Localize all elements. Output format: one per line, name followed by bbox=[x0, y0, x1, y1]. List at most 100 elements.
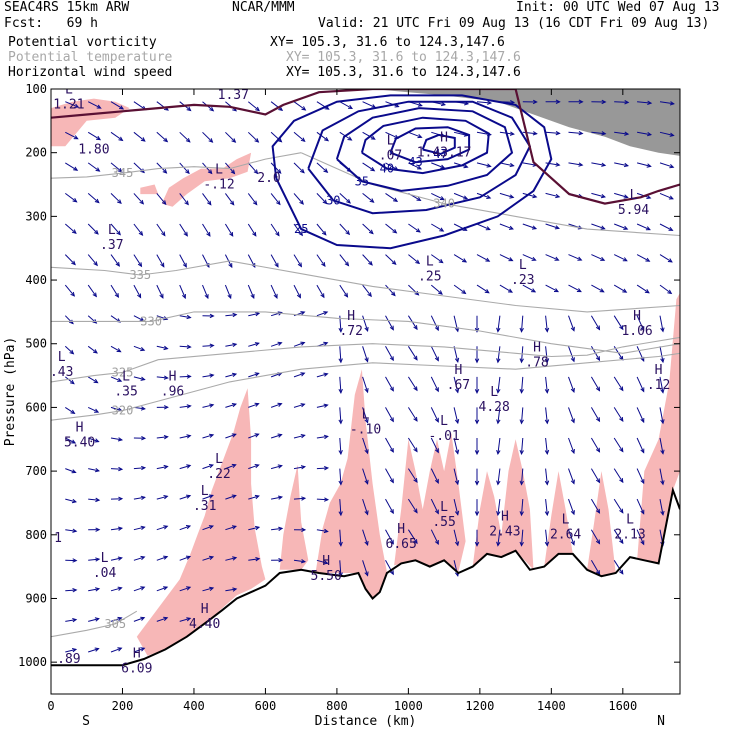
wind-arrow-head bbox=[322, 199, 328, 205]
wind-arrow-22 bbox=[87, 193, 100, 204]
wind-arrow-shaft bbox=[316, 131, 329, 142]
wind-arrow-shaft bbox=[339, 560, 342, 577]
wind-arrow-317 bbox=[474, 499, 480, 517]
terrain-line bbox=[51, 486, 680, 667]
wind-arrow-shaft bbox=[453, 468, 459, 485]
wind-arrow-head bbox=[139, 199, 145, 205]
wind-arrow-head bbox=[254, 342, 260, 347]
wind-arrow-shaft bbox=[497, 499, 501, 516]
wind-arrow-shaft bbox=[179, 315, 191, 319]
wind-arrow-shaft bbox=[133, 131, 146, 142]
x-tick-label-1000: 1000 bbox=[394, 699, 423, 713]
wind-arrow-shaft bbox=[636, 468, 645, 484]
wind-arrow-146 bbox=[247, 101, 260, 112]
wind-arrow-head bbox=[519, 511, 524, 517]
wind-arrow-head bbox=[228, 263, 233, 269]
wind-arrow-shaft bbox=[659, 101, 674, 105]
wind-arrow-head bbox=[297, 262, 303, 268]
wind-arrow-shaft bbox=[453, 346, 459, 363]
wind-arrow-270 bbox=[407, 468, 418, 483]
wind-arrow-373 bbox=[568, 376, 575, 393]
wind-arrow-shaft bbox=[88, 437, 99, 443]
init-time: Init: 00 UTC Wed 07 Aug 13 bbox=[516, 0, 720, 15]
wind-arrow-370 bbox=[568, 284, 582, 293]
wind-arrow-196 bbox=[316, 162, 329, 173]
wind-arrow-head bbox=[186, 374, 192, 379]
wind-arrow-head bbox=[555, 162, 561, 167]
wind-arrow-113 bbox=[202, 131, 214, 143]
wind-arrow-head bbox=[118, 496, 124, 502]
wind-arrow-head bbox=[231, 494, 237, 499]
wind-arrow-shaft bbox=[453, 192, 468, 200]
wind-arrow-shaft bbox=[156, 131, 168, 142]
wind-arrow-120 bbox=[202, 343, 215, 348]
wind-arrow-head bbox=[509, 194, 515, 199]
wind-arrow-head bbox=[640, 509, 645, 515]
wind-arrow-219 bbox=[338, 376, 343, 394]
wind-arrow-108 bbox=[179, 525, 192, 531]
field-theta-xy: XY= 105.3, 31.6 to 124.3,147.6 bbox=[286, 50, 521, 65]
theta-label-320: 320 bbox=[112, 404, 134, 418]
wind-arrow-head bbox=[413, 325, 418, 331]
wind-arrow-shaft bbox=[248, 372, 259, 378]
wind-arrow-head bbox=[181, 293, 186, 300]
wind-arrow-head bbox=[117, 586, 123, 591]
wind-arrow-shaft bbox=[133, 223, 143, 236]
wind-arrow-shaft bbox=[316, 284, 325, 298]
pv-region-7 bbox=[472, 439, 534, 570]
wind-arrow-295 bbox=[453, 315, 460, 333]
wind-arrow-head bbox=[70, 291, 76, 297]
wind-arrow-head bbox=[519, 480, 524, 486]
wind-arrow-215 bbox=[339, 254, 350, 267]
wind-arrow-shaft bbox=[613, 407, 624, 422]
wind-arrow-shaft bbox=[156, 376, 168, 379]
wind-arrow-shaft bbox=[270, 131, 282, 143]
pv-region-3 bbox=[136, 388, 266, 656]
wind-arrow-shaft bbox=[339, 499, 342, 516]
wind-arrow-head bbox=[94, 617, 100, 622]
wind-arrow-shaft bbox=[453, 131, 468, 136]
wind-arrow-shaft bbox=[65, 619, 77, 622]
wind-arrow-401 bbox=[613, 284, 628, 293]
wind-arrow-395 bbox=[614, 100, 630, 105]
wind-arrow-head bbox=[578, 130, 584, 136]
wind-arrow-391 bbox=[590, 468, 601, 484]
wind-arrow-shaft bbox=[110, 406, 122, 412]
extremum-mark-13: L bbox=[58, 350, 66, 365]
wind-arrow-291 bbox=[453, 192, 469, 200]
wind-arrow-438 bbox=[659, 468, 665, 486]
wind-arrow-head bbox=[184, 200, 189, 206]
wind-arrow-head bbox=[323, 403, 329, 408]
wind-arrow-178 bbox=[293, 101, 307, 111]
wind-arrow-shaft bbox=[636, 376, 645, 392]
wind-arrow-101 bbox=[179, 314, 192, 320]
wind-arrow-head bbox=[93, 378, 99, 384]
wind-arrow-head bbox=[413, 447, 418, 453]
theta-label-335: 335 bbox=[129, 268, 151, 282]
wind-arrow-shaft bbox=[521, 437, 524, 454]
wind-arrow-head bbox=[338, 419, 343, 425]
wind-arrow-head bbox=[496, 419, 501, 425]
wind-arrow-318 bbox=[474, 529, 480, 547]
wind-arrow-shaft bbox=[385, 437, 394, 453]
wind-arrow-shaft bbox=[545, 346, 548, 363]
wind-arrow-shaft bbox=[590, 315, 600, 330]
wind-arrow-96 bbox=[179, 162, 190, 175]
wind-arrow-head bbox=[209, 586, 215, 591]
wind-arrow-head bbox=[159, 293, 164, 299]
wind-arrow-shaft bbox=[453, 529, 459, 546]
wind-arrow-35 bbox=[88, 587, 101, 592]
wind-arrow-head bbox=[619, 478, 624, 484]
wind-arrow-shaft bbox=[65, 101, 79, 108]
wind-arrow-shaft bbox=[247, 162, 258, 174]
wind-arrow-69 bbox=[133, 465, 147, 471]
wind-arrow-head bbox=[496, 449, 501, 456]
wind-arrow-shaft bbox=[225, 343, 237, 347]
wind-arrow-180 bbox=[293, 162, 305, 174]
wind-arrow-264 bbox=[408, 284, 420, 296]
wind-arrow-head bbox=[669, 101, 675, 106]
wind-arrow-432 bbox=[659, 284, 673, 295]
wind-arrow-head bbox=[413, 478, 418, 483]
wind-arrow-head bbox=[554, 225, 560, 230]
wind-arrow-shaft bbox=[568, 376, 575, 393]
